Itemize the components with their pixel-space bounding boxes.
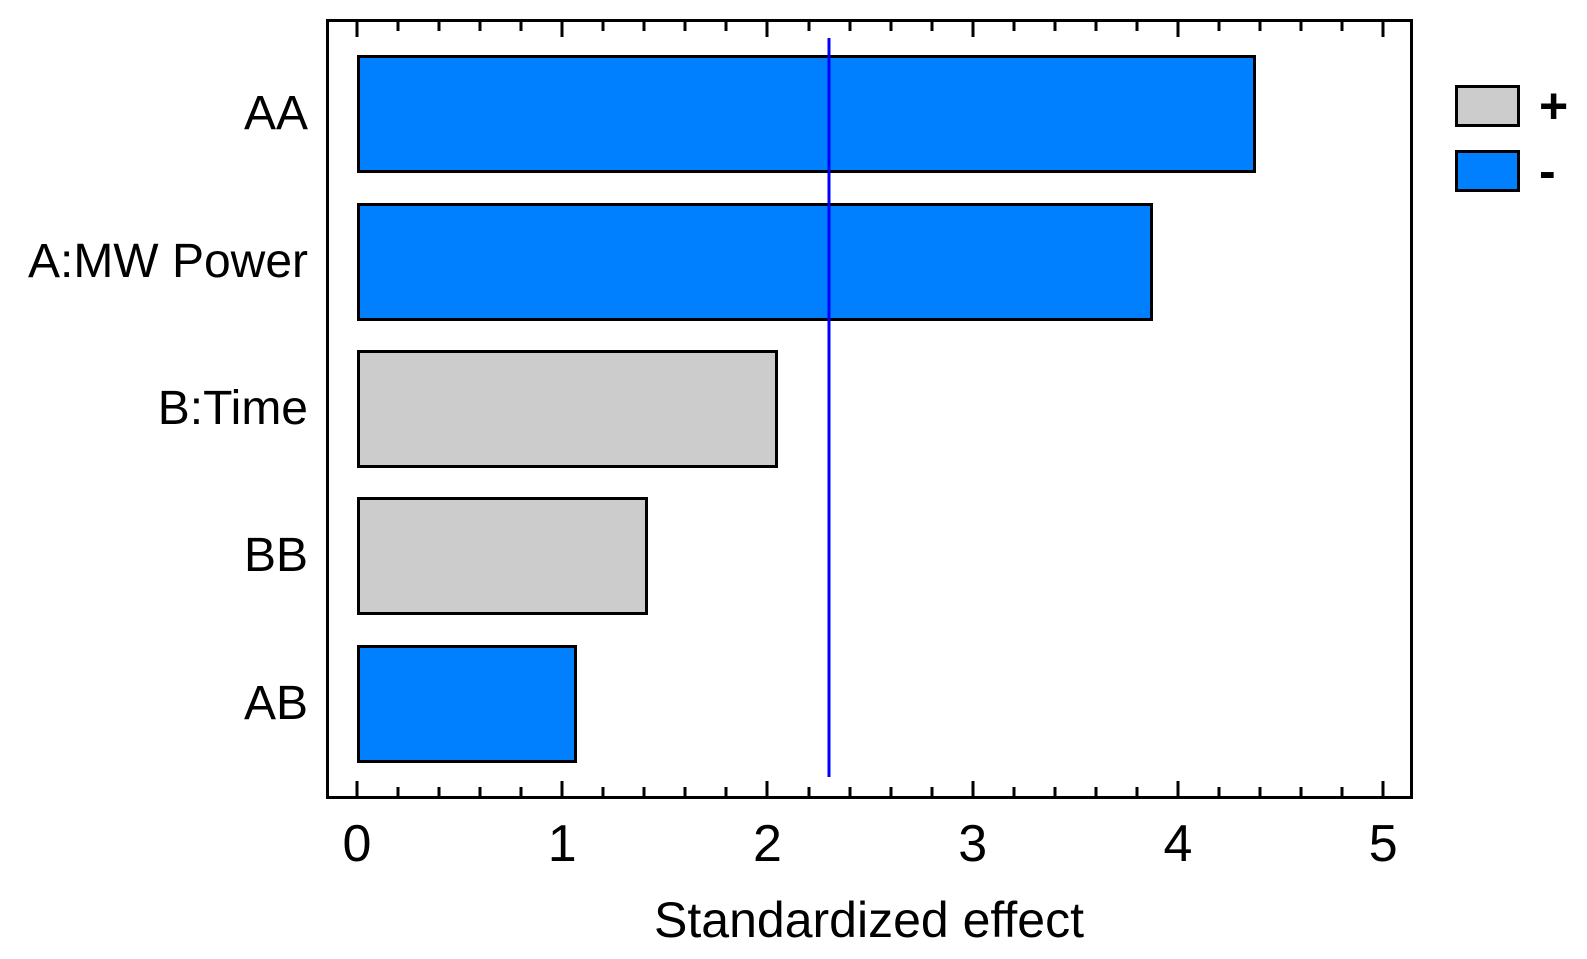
x-minor-tick <box>478 22 482 31</box>
x-major-tick <box>765 781 769 796</box>
bar-A-MW-Power <box>356 202 1154 321</box>
x-minor-tick <box>1217 22 1221 31</box>
x-minor-tick <box>396 787 400 796</box>
x-major-tick <box>1381 781 1385 796</box>
bar-BB <box>356 497 649 616</box>
legend-swatch-positive-icon <box>1455 85 1520 127</box>
legend-label-negative: - <box>1539 143 1556 199</box>
x-minor-tick <box>1340 22 1344 31</box>
y-axis-label-B-Time: B:Time <box>157 382 308 435</box>
y-axis-label-AB: AB <box>243 676 308 730</box>
x-major-tick <box>560 781 564 796</box>
x-minor-tick <box>478 787 482 796</box>
x-minor-tick <box>1012 22 1016 31</box>
bar-B-Time <box>356 349 778 468</box>
x-minor-tick <box>1340 787 1344 796</box>
x-major-tick <box>560 22 564 37</box>
x-minor-tick <box>930 787 934 796</box>
x-tick-label-1: 1 <box>547 815 577 873</box>
x-minor-tick <box>1299 22 1303 31</box>
x-minor-tick <box>724 787 728 796</box>
x-minor-tick <box>683 787 687 796</box>
y-axis-label-AA: AA <box>243 87 308 141</box>
x-minor-tick <box>437 787 441 796</box>
x-minor-tick <box>683 22 687 31</box>
x-major-tick <box>1381 22 1385 37</box>
x-minor-tick <box>1135 787 1139 796</box>
x-tick-label-5: 5 <box>1368 815 1398 873</box>
x-minor-tick <box>1094 22 1098 31</box>
x-minor-tick <box>396 22 400 31</box>
x-tick-label-2: 2 <box>753 815 782 873</box>
x-minor-tick <box>807 22 811 31</box>
x-minor-tick <box>437 22 441 31</box>
legend: + - <box>1455 81 1568 196</box>
x-major-tick <box>971 781 975 796</box>
legend-item-positive: + <box>1455 81 1568 131</box>
legend-label-positive: + <box>1539 78 1569 134</box>
x-minor-tick <box>889 787 893 796</box>
x-minor-tick <box>1217 787 1221 796</box>
x-tick-label-3: 3 <box>958 815 988 873</box>
x-minor-tick <box>848 787 852 796</box>
x-tick-label-4: 4 <box>1163 815 1193 873</box>
plot-area <box>326 19 1413 799</box>
x-minor-tick <box>519 22 523 31</box>
x-minor-tick <box>848 22 852 31</box>
legend-swatch-negative-icon <box>1455 150 1520 192</box>
x-minor-tick <box>1258 787 1262 796</box>
x-minor-tick <box>1012 787 1016 796</box>
x-minor-tick <box>601 787 605 796</box>
bar-AB <box>356 644 577 763</box>
x-minor-tick <box>519 787 523 796</box>
x-major-tick <box>1176 22 1180 37</box>
x-major-tick <box>971 22 975 37</box>
x-major-tick <box>355 22 359 37</box>
y-axis-label-BB: BB <box>243 529 308 583</box>
x-major-tick <box>765 22 769 37</box>
x-minor-tick <box>642 22 646 31</box>
x-minor-tick <box>1299 787 1303 796</box>
x-minor-tick <box>1135 22 1139 31</box>
x-tick-label-0: 0 <box>342 815 372 873</box>
x-minor-tick <box>807 787 811 796</box>
x-major-tick <box>1176 781 1180 796</box>
x-minor-tick <box>889 22 893 31</box>
x-minor-tick <box>1094 787 1098 796</box>
x-minor-tick <box>642 787 646 796</box>
x-major-tick <box>355 781 359 796</box>
reference-line <box>827 38 831 778</box>
y-axis-label-A-MW-Power: A:MW Power <box>27 234 308 288</box>
legend-item-negative: - <box>1455 146 1568 196</box>
x-minor-tick <box>724 22 728 31</box>
bar-AA <box>356 55 1256 174</box>
x-minor-tick <box>601 22 605 31</box>
x-minor-tick <box>930 22 934 31</box>
x-minor-tick <box>1258 22 1262 31</box>
x-minor-tick <box>1053 22 1057 31</box>
x-minor-tick <box>1053 787 1057 796</box>
x-axis-title: Standardized effect <box>654 892 1084 948</box>
